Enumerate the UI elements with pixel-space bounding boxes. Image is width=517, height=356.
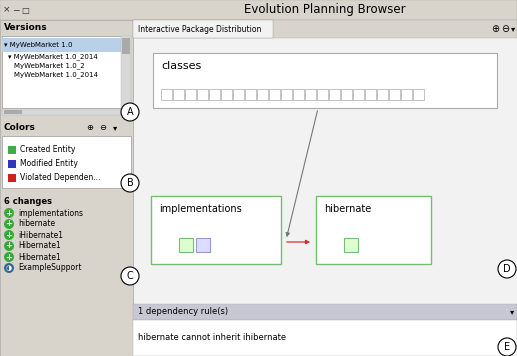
FancyBboxPatch shape bbox=[341, 89, 352, 100]
FancyBboxPatch shape bbox=[317, 89, 328, 100]
FancyBboxPatch shape bbox=[2, 36, 121, 108]
FancyBboxPatch shape bbox=[4, 110, 22, 114]
FancyBboxPatch shape bbox=[293, 89, 304, 100]
FancyBboxPatch shape bbox=[8, 160, 16, 168]
Text: hibernate cannot inherit ihibernate: hibernate cannot inherit ihibernate bbox=[138, 334, 286, 342]
Circle shape bbox=[498, 338, 516, 356]
Text: ExampleSupport: ExampleSupport bbox=[18, 263, 82, 272]
Text: ⊖: ⊖ bbox=[501, 24, 509, 34]
Text: D: D bbox=[503, 264, 511, 274]
Circle shape bbox=[4, 241, 14, 251]
Text: MyWebMarket 1.0_2: MyWebMarket 1.0_2 bbox=[14, 63, 85, 69]
FancyBboxPatch shape bbox=[0, 20, 133, 356]
Circle shape bbox=[4, 263, 14, 273]
FancyBboxPatch shape bbox=[281, 89, 292, 100]
Text: E: E bbox=[504, 342, 510, 352]
FancyBboxPatch shape bbox=[196, 238, 210, 252]
Text: Interactive Package Distribution: Interactive Package Distribution bbox=[138, 25, 262, 33]
Text: iHibernate1: iHibernate1 bbox=[18, 230, 63, 240]
FancyBboxPatch shape bbox=[2, 109, 121, 115]
FancyBboxPatch shape bbox=[197, 89, 208, 100]
FancyBboxPatch shape bbox=[133, 304, 517, 320]
Text: 6 changes: 6 changes bbox=[4, 198, 52, 206]
Text: implementations: implementations bbox=[18, 209, 83, 218]
Text: ▾: ▾ bbox=[510, 308, 514, 316]
FancyBboxPatch shape bbox=[133, 320, 517, 356]
Text: C: C bbox=[127, 271, 133, 281]
FancyBboxPatch shape bbox=[329, 89, 340, 100]
Text: ⊕: ⊕ bbox=[491, 24, 499, 34]
Text: MyWebMarket 1.0_2014: MyWebMarket 1.0_2014 bbox=[14, 72, 98, 78]
FancyBboxPatch shape bbox=[233, 89, 244, 100]
Circle shape bbox=[4, 208, 14, 218]
FancyBboxPatch shape bbox=[151, 196, 281, 264]
Text: implementations: implementations bbox=[159, 204, 242, 214]
FancyBboxPatch shape bbox=[305, 89, 316, 100]
FancyBboxPatch shape bbox=[161, 89, 172, 100]
Text: +: + bbox=[6, 220, 12, 229]
Circle shape bbox=[121, 103, 139, 121]
Text: Colors: Colors bbox=[4, 124, 36, 132]
FancyBboxPatch shape bbox=[185, 89, 196, 100]
Text: +: + bbox=[6, 209, 12, 218]
Text: B: B bbox=[127, 178, 133, 188]
FancyBboxPatch shape bbox=[122, 38, 130, 54]
FancyBboxPatch shape bbox=[8, 174, 16, 182]
Text: ▾: ▾ bbox=[511, 25, 515, 33]
Text: +: + bbox=[6, 230, 12, 240]
Text: hibernate: hibernate bbox=[18, 220, 55, 229]
Text: A: A bbox=[127, 107, 133, 117]
Circle shape bbox=[4, 230, 14, 240]
FancyBboxPatch shape bbox=[133, 20, 273, 38]
FancyBboxPatch shape bbox=[257, 89, 268, 100]
Text: Hibernate1: Hibernate1 bbox=[18, 252, 61, 262]
Circle shape bbox=[121, 174, 139, 192]
FancyBboxPatch shape bbox=[153, 53, 497, 108]
Text: 1 dependency rule(s): 1 dependency rule(s) bbox=[138, 308, 228, 316]
Text: Hibernate1: Hibernate1 bbox=[18, 241, 61, 251]
Text: ◑: ◑ bbox=[6, 265, 12, 271]
Text: ⊖: ⊖ bbox=[99, 124, 107, 132]
FancyBboxPatch shape bbox=[121, 36, 131, 108]
FancyBboxPatch shape bbox=[344, 238, 358, 252]
FancyBboxPatch shape bbox=[133, 20, 517, 304]
Circle shape bbox=[4, 219, 14, 229]
Text: Modified Entity: Modified Entity bbox=[20, 159, 78, 168]
FancyBboxPatch shape bbox=[173, 89, 184, 100]
FancyBboxPatch shape bbox=[2, 38, 121, 52]
Circle shape bbox=[121, 267, 139, 285]
FancyBboxPatch shape bbox=[269, 89, 280, 100]
FancyBboxPatch shape bbox=[365, 89, 376, 100]
FancyBboxPatch shape bbox=[389, 89, 400, 100]
Text: +: + bbox=[6, 252, 12, 262]
FancyBboxPatch shape bbox=[316, 196, 431, 264]
Text: Created Entity: Created Entity bbox=[20, 146, 75, 155]
FancyBboxPatch shape bbox=[221, 89, 232, 100]
FancyBboxPatch shape bbox=[413, 89, 424, 100]
Text: ⊕: ⊕ bbox=[86, 124, 94, 132]
Text: +: + bbox=[6, 241, 12, 251]
FancyBboxPatch shape bbox=[377, 89, 388, 100]
FancyBboxPatch shape bbox=[8, 146, 16, 154]
Text: □: □ bbox=[21, 5, 29, 15]
Text: Evolution Planning Browser: Evolution Planning Browser bbox=[244, 4, 406, 16]
FancyBboxPatch shape bbox=[209, 89, 220, 100]
Text: ▾: ▾ bbox=[113, 124, 117, 132]
Circle shape bbox=[498, 260, 516, 278]
Text: ▾ MyWebMarket 1.0: ▾ MyWebMarket 1.0 bbox=[4, 42, 72, 48]
FancyBboxPatch shape bbox=[2, 136, 131, 188]
Text: −: − bbox=[12, 5, 20, 15]
Text: Violated Dependen...: Violated Dependen... bbox=[20, 173, 100, 183]
Text: ×: × bbox=[3, 5, 11, 15]
FancyBboxPatch shape bbox=[133, 20, 517, 38]
Text: ▾ MyWebMarket 1.0_2014: ▾ MyWebMarket 1.0_2014 bbox=[8, 54, 98, 61]
FancyBboxPatch shape bbox=[353, 89, 364, 100]
FancyBboxPatch shape bbox=[0, 0, 517, 20]
Circle shape bbox=[4, 252, 14, 262]
Text: Versions: Versions bbox=[4, 23, 48, 32]
FancyBboxPatch shape bbox=[245, 89, 256, 100]
FancyBboxPatch shape bbox=[179, 238, 193, 252]
FancyBboxPatch shape bbox=[401, 89, 412, 100]
Text: classes: classes bbox=[161, 61, 201, 71]
